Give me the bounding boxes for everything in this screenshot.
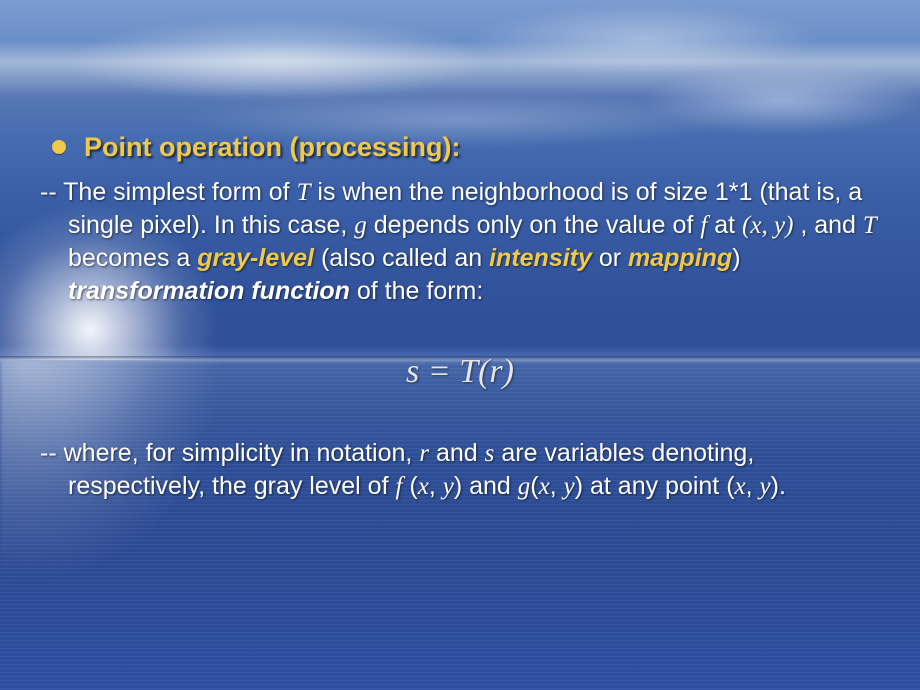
em-mapping: mapping [628, 244, 732, 272]
bullet-row: Point operation (processing): [40, 130, 880, 166]
text: and [462, 472, 518, 500]
text: The simplest form of [63, 178, 296, 206]
text: ( [726, 472, 734, 500]
text: at any point [583, 472, 726, 500]
dash-prefix: -- [40, 439, 64, 467]
var-y: y [760, 473, 771, 500]
bullet-icon [52, 140, 66, 154]
text: ( [402, 472, 417, 500]
text: , [550, 472, 564, 500]
text: of the form: [350, 277, 483, 305]
text: ) [454, 472, 462, 500]
text: . [779, 472, 786, 500]
text: ) [575, 472, 583, 500]
var-x: x [735, 473, 746, 500]
var-T: T [863, 212, 877, 239]
text: (also called an [314, 244, 489, 272]
var-s: s [485, 440, 495, 467]
equation: s = T(r) [40, 350, 880, 395]
text: ) [771, 472, 779, 500]
em-gray-level: gray-level [197, 244, 314, 272]
text: ) [732, 244, 740, 272]
text: becomes a [68, 244, 197, 272]
paragraph-1: -- The simplest form of T is when the ne… [68, 176, 880, 308]
text: depends only on the value of [367, 211, 701, 239]
text: at [707, 211, 742, 239]
var-xy: (x, y) [742, 212, 793, 239]
text: , [429, 472, 443, 500]
var-r: r [419, 440, 429, 467]
dash-prefix: -- [40, 178, 63, 206]
text: ( [530, 472, 538, 500]
text: , and [793, 211, 863, 239]
paragraph-2: -- where, for simplicity in notation, r … [68, 437, 880, 503]
em-intensity: intensity [489, 244, 592, 272]
text: or [592, 244, 628, 272]
em-transformation-function: transformation function [68, 277, 350, 305]
var-g: g [354, 212, 367, 239]
text: , [746, 472, 760, 500]
var-x: x [418, 473, 429, 500]
var-x: x [539, 473, 550, 500]
var-y: y [564, 473, 575, 500]
var-y: y [443, 473, 454, 500]
var-T: T [297, 179, 311, 206]
text: where, for simplicity in notation, [64, 439, 420, 467]
slide-content: Point operation (processing): -- The sim… [0, 0, 920, 503]
text: and [429, 439, 485, 467]
slide-heading: Point operation (processing): [84, 130, 461, 166]
var-g: g [518, 473, 531, 500]
